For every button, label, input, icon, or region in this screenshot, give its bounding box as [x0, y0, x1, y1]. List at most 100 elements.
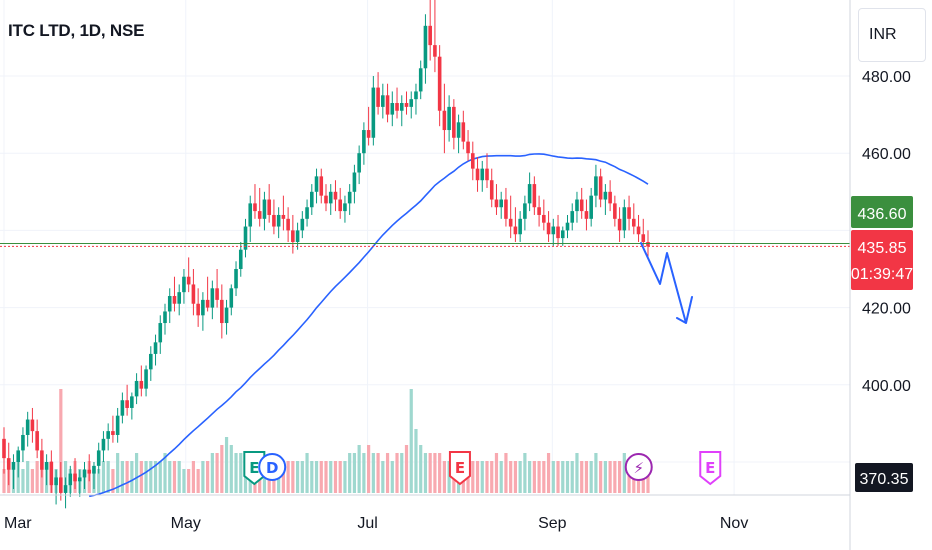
countdown-label: 01:39:47: [851, 266, 913, 283]
candle-body: [59, 477, 63, 493]
candle-body: [305, 207, 309, 219]
event-marker-label: ⚡: [633, 459, 644, 477]
moving-average-line: [89, 153, 649, 498]
volume-bar: [158, 461, 162, 493]
volume-bar: [565, 461, 570, 493]
volume-bar: [523, 453, 527, 493]
volume-bar: [428, 453, 432, 493]
candle-body: [437, 56, 442, 111]
time-tick-label: Jul: [357, 515, 377, 532]
volume-bar: [357, 445, 361, 493]
volume-bar: [262, 469, 267, 493]
volume-bar: [120, 461, 124, 493]
volume-bar: [130, 461, 134, 493]
candle-body: [560, 230, 565, 239]
candle-body: [542, 214, 546, 223]
candle-body: [163, 311, 167, 324]
volume-bar: [513, 461, 518, 493]
candle-body: [381, 95, 385, 107]
volume-bar: [177, 461, 181, 493]
candle-body: [16, 450, 21, 462]
volume-bar: [324, 461, 328, 493]
dividend-event-marker[interactable]: D: [258, 453, 287, 481]
candle-body: [130, 396, 134, 408]
volume-bar: [499, 461, 503, 493]
earnings-event-marker[interactable]: E: [448, 451, 471, 486]
event-marker-shape: [258, 453, 287, 481]
candle-body: [594, 176, 598, 196]
volume-bar: [272, 469, 276, 493]
candle-body: [73, 473, 77, 482]
candle-body: [139, 380, 144, 389]
volume-bar: [26, 461, 30, 493]
candle-body: [25, 419, 30, 435]
candle-body: [257, 211, 262, 219]
event-marker-shape: [699, 451, 722, 486]
chart-title: ITC LTD, 1D, NSE: [8, 21, 145, 40]
candle-body: [300, 218, 305, 231]
volume-bar: [561, 461, 565, 493]
candle-body: [182, 276, 186, 293]
volume-bar: [400, 453, 404, 493]
earnings-event-marker[interactable]: E: [243, 451, 266, 486]
volume-bar: [518, 461, 522, 493]
candle-body: [220, 299, 224, 324]
volume-bar: [224, 437, 229, 493]
volume-bar: [111, 469, 115, 493]
volume-bar: [153, 461, 158, 493]
event-marker-label: E: [249, 459, 259, 477]
volume-bar: [63, 461, 68, 493]
volume-bar: [570, 461, 574, 493]
volume-bar: [338, 461, 342, 493]
volume-bar: [371, 453, 375, 493]
candle-body: [452, 106, 456, 138]
volume-bar: [433, 453, 437, 493]
candle-body: [286, 218, 290, 231]
volume-bar: [404, 445, 409, 493]
candle-body: [418, 68, 423, 92]
candle-body: [508, 218, 513, 227]
candle-body: [617, 218, 622, 231]
volume-bar: [442, 461, 446, 493]
candle-body: [423, 25, 428, 69]
volume-bar: [97, 469, 101, 493]
candle-body: [276, 214, 281, 227]
candle-body: [357, 153, 361, 173]
candle-body: [390, 103, 395, 115]
candle-body: [177, 292, 182, 304]
candle-body: [186, 276, 191, 285]
candle-body: [6, 458, 11, 470]
time-axis[interactable]: Mar May Jul Sep Nov: [4, 515, 748, 532]
candle-body: [613, 203, 617, 219]
split-event-marker[interactable]: ⚡: [624, 453, 653, 481]
candle-body: [433, 45, 437, 57]
volume-bar: [584, 461, 589, 493]
candle-body: [399, 103, 404, 111]
candle-body: [87, 469, 92, 474]
volume-bar: [352, 453, 357, 493]
time-tick-label: Sep: [538, 515, 567, 532]
volume-bar: [314, 461, 319, 493]
candle-body: [167, 296, 172, 312]
volume-bar: [438, 453, 442, 493]
volume-bar: [196, 469, 200, 493]
volume-bar: [144, 461, 148, 493]
candle-body: [314, 176, 319, 192]
currency-button[interactable]: INR: [858, 8, 926, 62]
volume-bar: [215, 453, 219, 493]
candle-body: [470, 153, 475, 169]
volume-bar: [329, 461, 333, 493]
candle-body: [101, 438, 106, 451]
event-marker-shape: [448, 451, 471, 486]
volume-bar: [2, 469, 6, 493]
candle-body: [44, 462, 49, 470]
price-axis[interactable]: 480.00 460.00 420.00 400.00: [862, 69, 911, 395]
open-price-badge: 436.60: [851, 196, 913, 228]
candle-body: [404, 103, 409, 107]
candle-body: [148, 353, 153, 370]
earnings-event-marker[interactable]: E: [699, 451, 722, 486]
event-markers: E D E ⚡ E: [243, 451, 722, 486]
volume-bar: [239, 453, 243, 493]
volume-bar: [234, 453, 238, 493]
